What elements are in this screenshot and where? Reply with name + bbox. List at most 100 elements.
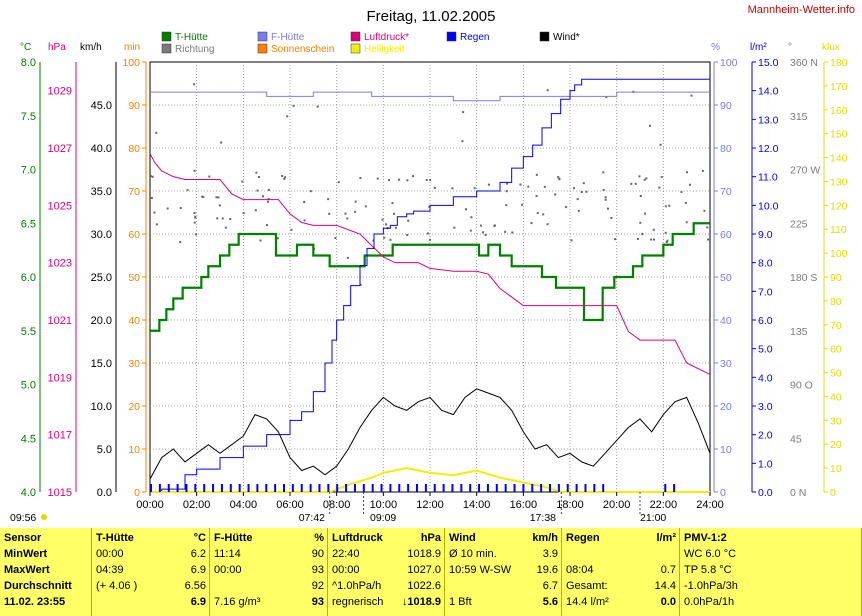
tick-label: 0.0 — [758, 487, 773, 499]
tick-label: 30.0 — [91, 229, 112, 241]
tick-label: 80 — [128, 143, 140, 155]
direction-point — [634, 182, 637, 185]
series-regen — [150, 78, 710, 493]
tick-label: 1023 — [48, 258, 72, 270]
data-table: Sensor MinWert MaxWert Durchschnitt 11.02. 2… — [0, 528, 862, 616]
direction-point — [229, 218, 232, 221]
direction-point — [630, 182, 633, 185]
direction-point — [150, 175, 153, 178]
rain-tick — [185, 484, 188, 492]
x-tick-label: 00:00 — [136, 499, 164, 511]
direction-point — [652, 238, 655, 241]
legend-swatch — [257, 43, 268, 54]
tick-label: 30 — [720, 358, 732, 370]
direction-point — [193, 221, 196, 224]
direction-point — [542, 213, 545, 216]
direction-point — [658, 186, 661, 189]
direction-point — [511, 231, 514, 234]
direction-point — [425, 179, 428, 182]
direction-point — [155, 131, 158, 134]
direction-point — [521, 203, 524, 206]
axis-unit: min — [124, 42, 140, 53]
cell-label: regnerisch — [332, 596, 384, 608]
direction-point — [398, 178, 401, 181]
site-link[interactable]: Mannheim-Wetter.info — [748, 4, 855, 16]
legend-swatch — [350, 31, 361, 42]
direction-point — [604, 196, 607, 199]
axis-unit: hPa — [48, 42, 66, 53]
rain-tick — [362, 484, 365, 492]
tick-label: 3.0 — [758, 401, 773, 413]
direction-point — [267, 188, 270, 191]
rain-tick — [593, 484, 596, 492]
x-tick-label: 22:00 — [650, 499, 678, 511]
direction-point — [666, 239, 669, 242]
direction-point — [644, 212, 647, 215]
direction-point — [690, 94, 693, 97]
tick-label: 70 — [720, 186, 732, 198]
table-cell: 6.9 — [96, 595, 206, 609]
table-column-pmv: PMV-1:2 WC 6.0 °C TP 5.8 °C -1.0hPa/3h 0.0hP… — [680, 528, 862, 616]
cell-label: ^1.0hPa/h — [332, 580, 382, 592]
rain-tick — [522, 484, 525, 492]
cell-label: Gesamt: — [566, 580, 608, 592]
cell-value: 93 — [311, 564, 324, 576]
table-cell: Wind km/h — [449, 531, 558, 545]
rain-tick — [327, 484, 330, 492]
direction-point — [572, 187, 575, 190]
daylength: 09:56 — [10, 512, 36, 524]
tick-label: 11.0 — [758, 172, 778, 184]
table-cell: 04:39 6.9 — [96, 563, 206, 577]
direction-point — [664, 231, 667, 234]
rain-tick — [203, 484, 206, 492]
direction-point — [202, 196, 205, 199]
cell-label: Sensor — [4, 532, 42, 544]
series-wind — [149, 388, 711, 480]
direction-point — [707, 238, 710, 241]
direction-point — [464, 208, 467, 211]
direction-point — [258, 176, 261, 179]
time-axis: 00:00 02:00 04:00 06:00 08:00 10:00 12:00 14:00… — [136, 492, 724, 511]
direction-point — [194, 215, 197, 218]
tick-label: 0 — [134, 487, 140, 499]
direction-point — [364, 205, 367, 208]
tick-label: 10.0 — [758, 200, 779, 212]
tick-label: 8.0 — [21, 57, 36, 69]
tick-label: 80 — [720, 143, 732, 155]
cell-label: Ø 10 min. — [449, 548, 497, 560]
cell-value: 19.6 — [536, 564, 558, 576]
legend-label: T-Hütte — [175, 32, 208, 43]
direction-point — [262, 195, 265, 198]
direction-point — [527, 185, 530, 188]
tick-label: 60 — [830, 344, 842, 356]
axis-unit: klux — [822, 42, 840, 53]
direction-point — [484, 233, 487, 236]
direction-point — [479, 224, 482, 227]
table-cell: 92 — [214, 579, 324, 593]
direction-point — [354, 210, 357, 213]
table-cell: ^1.0hPa/h 1022.6 — [332, 579, 441, 593]
direction-point — [686, 171, 689, 174]
cell-value: 90 — [311, 548, 324, 560]
x-tick-label: 08:00 — [323, 499, 351, 511]
table-column-fhuette: F-Hütte% 11:14 90 00:00 93 92 7.16 g/m³ 93 — [210, 528, 328, 616]
direction-point — [558, 177, 561, 180]
direction-point — [453, 226, 456, 229]
tick-label: 0.0 — [97, 487, 112, 499]
tick-label: 7.0 — [758, 286, 773, 298]
table-cell: 10:59 W-SW 19.6 — [449, 563, 558, 577]
table-cell: TP 5.8 °C — [684, 563, 858, 577]
direction-point — [255, 171, 258, 174]
tick-label: 20 — [720, 401, 732, 413]
direction-point — [639, 221, 642, 224]
cell-value: 0.0 — [660, 596, 676, 608]
x-tick-label: 14:00 — [463, 499, 491, 511]
tick-label: 4.5 — [21, 433, 36, 445]
direction-point — [641, 232, 644, 235]
direction-point — [265, 224, 268, 227]
table-cell: Gesamt: 14.4 — [566, 579, 676, 593]
rain-tick — [584, 484, 587, 492]
tick-label: 12.0 — [758, 143, 779, 155]
tick-label: 60 — [720, 229, 732, 241]
rain-tick — [451, 484, 454, 492]
